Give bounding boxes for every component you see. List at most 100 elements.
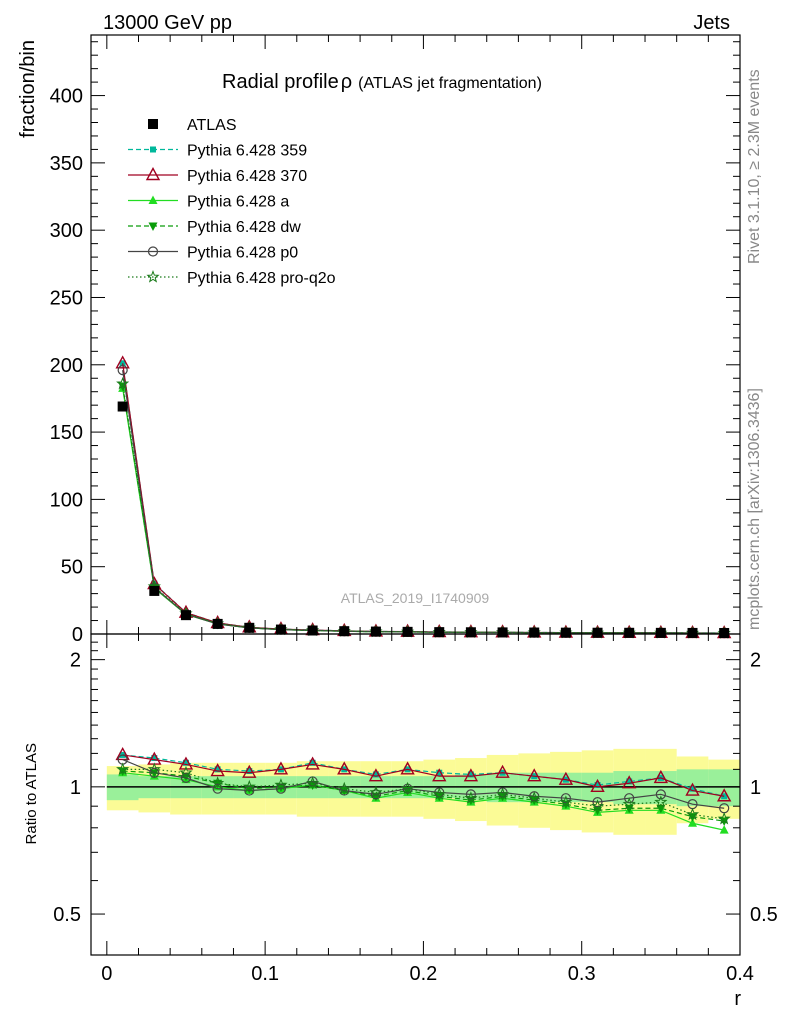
series-0-ratio-point <box>467 771 474 778</box>
data-point <box>687 627 698 638</box>
series-1-ratio-point <box>337 761 352 775</box>
y-tick-label: 250 <box>50 287 83 309</box>
data-point <box>180 610 191 621</box>
rivet-version-label: Rivet 3.1.10, ≥ 2.3M events <box>746 69 763 264</box>
energy-label: 13000 GeV pp <box>103 12 232 34</box>
data-point <box>402 626 413 637</box>
chart-title: Radial profile ρ (ATLAS jet fragmentation) <box>222 71 542 93</box>
series-5-ratio-point <box>211 776 225 789</box>
series-5-ratio-point <box>622 797 636 810</box>
series-5-ratio-point <box>654 795 668 808</box>
series-5-ratio-point <box>369 785 383 799</box>
ratio-tick-label-right: 2 <box>750 650 761 672</box>
series-0-ratio-point <box>626 778 633 785</box>
y-tick-label: 0 <box>72 624 83 646</box>
data-point <box>275 624 286 635</box>
ratio-tick-label-left: 0.5 <box>53 904 81 926</box>
y-tick-label: 200 <box>50 355 83 377</box>
series-1-ratio-point <box>622 775 637 789</box>
series-0-ratio-point <box>689 785 696 792</box>
ratio-tick-label-right: 1 <box>750 777 761 799</box>
series-5-ratio-point <box>432 787 446 800</box>
series-5-ratio-point <box>179 765 193 779</box>
series-1-ratio-point <box>305 756 320 770</box>
ratio-tick-label-left: 2 <box>70 650 81 672</box>
series-4-ratio-point <box>244 785 255 796</box>
series-1-ratio-point <box>590 778 605 793</box>
legend-marker-5 <box>146 270 160 283</box>
legend-marker-3 <box>148 222 158 231</box>
data-point <box>212 618 223 629</box>
x-tick-label: 0.3 <box>568 963 596 985</box>
series-5-ratio-point <box>527 791 541 804</box>
data-point <box>719 627 730 638</box>
series-1-ratio-point <box>242 764 257 778</box>
series-4-ratio-point <box>560 793 571 804</box>
series-1-ratio-point <box>115 746 130 761</box>
series-0-ratio-point <box>309 759 316 766</box>
series-4-ratio-line <box>122 759 725 809</box>
legend-label-5: Pythia 6.428 pro-q2o <box>187 270 336 287</box>
legend-label-3: Pythia 6.428 dw <box>187 219 301 236</box>
y-tick-label: 150 <box>50 422 83 444</box>
mcplots-label: mcplots.cern.ch [arXiv:1306.3436] <box>746 388 763 630</box>
data-point <box>624 627 635 638</box>
legend-marker-1 <box>145 167 161 181</box>
y-tick-label: 100 <box>50 489 83 511</box>
series-3-ratio-line <box>122 770 725 822</box>
chart-title-main: Radial profile <box>222 71 339 93</box>
data-point <box>434 627 445 638</box>
y-tick-label: 300 <box>50 220 83 242</box>
series-4-ratio-point <box>370 789 382 800</box>
series-1-ratio-point <box>463 768 479 782</box>
data-point <box>592 627 603 638</box>
series-1-ratio-point <box>653 769 669 784</box>
ratio-tick-label-right: 0.5 <box>750 904 778 926</box>
series-3-ratio-point <box>656 804 666 814</box>
series-5-ratio-point <box>590 799 605 812</box>
y-tick-label: 400 <box>50 86 83 108</box>
series-2-ratio-line <box>122 772 725 831</box>
series-4-ratio-point <box>624 793 635 804</box>
series-4-ratio-point <box>655 789 666 800</box>
x-tick-label: 0 <box>101 963 112 985</box>
series-1-ratio-point <box>716 788 732 802</box>
series-0-ratio-point <box>594 782 601 789</box>
series-0-ratio-point <box>246 768 253 775</box>
ratio-tick-label-left: 1 <box>70 777 81 799</box>
series-0-ratio-point <box>436 769 443 776</box>
series-1-ratio-point <box>685 782 700 796</box>
series-5-ratio-line <box>122 768 725 820</box>
series-0-ratio-point <box>721 793 728 800</box>
x-tick-label: 0.4 <box>726 963 754 985</box>
data-point <box>465 627 476 638</box>
series-0-ratio-point <box>372 771 379 778</box>
x-tick-label: 0.2 <box>410 963 438 985</box>
series-1-ratio-point <box>368 768 384 782</box>
ratio-panel-frame <box>90 633 741 956</box>
series-5-ratio-point <box>147 762 161 775</box>
series-1-ratio-point <box>527 768 542 782</box>
series-1-ratio-point <box>400 761 415 775</box>
data-point <box>529 627 540 638</box>
data-point <box>307 625 318 636</box>
data-point <box>497 627 508 638</box>
series-4-ratio-point <box>275 783 287 794</box>
x-axis-label: r <box>734 988 741 1010</box>
legend-label-1: Pythia 6.428 370 <box>187 168 307 185</box>
series-2-ratio-point <box>688 818 698 827</box>
series-5-point <box>116 376 130 390</box>
analysis-watermark: ATLAS_2019_I1740909 <box>341 590 490 606</box>
data-point <box>244 622 255 633</box>
legend-marker-4 <box>147 246 159 257</box>
series-5-ratio-point <box>464 791 478 804</box>
series-0-ratio-point <box>214 766 221 773</box>
legend-label-4: Pythia 6.428 p0 <box>187 245 298 262</box>
legend-label-0: Pythia 6.428 359 <box>187 143 307 160</box>
y-tick-label: 50 <box>61 557 83 579</box>
series-4-ratio-point <box>149 767 160 778</box>
series-0-ratio-line <box>122 754 725 797</box>
data-point <box>560 627 571 638</box>
series-5-ratio-point <box>559 795 573 808</box>
